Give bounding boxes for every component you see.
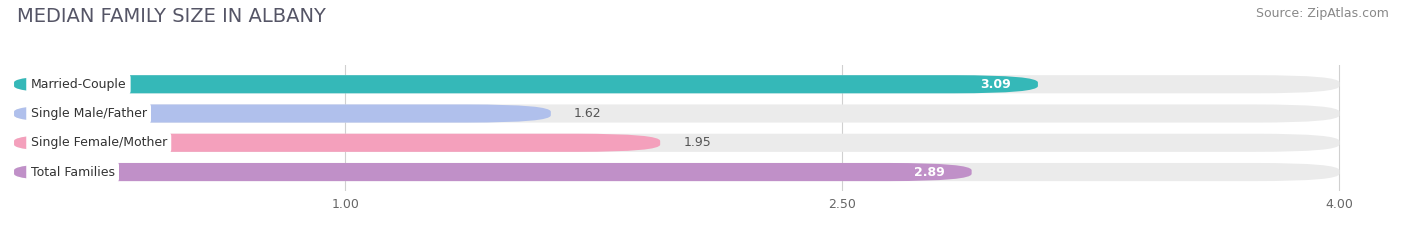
Text: Total Families: Total Families: [31, 165, 115, 178]
FancyBboxPatch shape: [14, 104, 551, 123]
FancyBboxPatch shape: [14, 163, 1340, 181]
Text: Single Female/Mother: Single Female/Mother: [31, 136, 167, 149]
Text: Source: ZipAtlas.com: Source: ZipAtlas.com: [1256, 7, 1389, 20]
Text: 2.89: 2.89: [914, 165, 945, 178]
FancyBboxPatch shape: [14, 134, 1340, 152]
Text: 1.62: 1.62: [574, 107, 602, 120]
FancyBboxPatch shape: [14, 134, 661, 152]
Text: MEDIAN FAMILY SIZE IN ALBANY: MEDIAN FAMILY SIZE IN ALBANY: [17, 7, 326, 26]
Text: 3.09: 3.09: [980, 78, 1011, 91]
Text: Single Male/Father: Single Male/Father: [31, 107, 146, 120]
FancyBboxPatch shape: [14, 75, 1038, 93]
FancyBboxPatch shape: [14, 75, 1340, 93]
Text: 1.95: 1.95: [683, 136, 711, 149]
FancyBboxPatch shape: [14, 163, 972, 181]
FancyBboxPatch shape: [14, 104, 1340, 123]
Text: Married-Couple: Married-Couple: [31, 78, 127, 91]
